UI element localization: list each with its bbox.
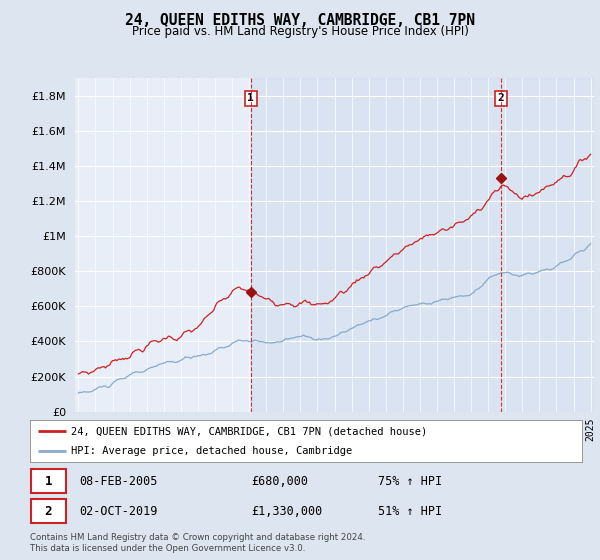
Text: Price paid vs. HM Land Registry's House Price Index (HPI): Price paid vs. HM Land Registry's House … bbox=[131, 25, 469, 38]
Text: 2: 2 bbox=[497, 94, 505, 104]
Text: 2: 2 bbox=[44, 505, 52, 518]
Text: £1,330,000: £1,330,000 bbox=[251, 505, 322, 518]
FancyBboxPatch shape bbox=[31, 469, 67, 493]
FancyBboxPatch shape bbox=[31, 499, 67, 524]
Text: 02-OCT-2019: 02-OCT-2019 bbox=[80, 505, 158, 518]
Bar bbox=[251, 78, 594, 412]
Text: 08-FEB-2005: 08-FEB-2005 bbox=[80, 474, 158, 488]
Text: 75% ↑ HPI: 75% ↑ HPI bbox=[378, 474, 442, 488]
Text: Contains HM Land Registry data © Crown copyright and database right 2024.
This d: Contains HM Land Registry data © Crown c… bbox=[30, 533, 365, 553]
Text: 1: 1 bbox=[44, 474, 52, 488]
Text: 51% ↑ HPI: 51% ↑ HPI bbox=[378, 505, 442, 518]
Text: 24, QUEEN EDITHS WAY, CAMBRIDGE, CB1 7PN: 24, QUEEN EDITHS WAY, CAMBRIDGE, CB1 7PN bbox=[125, 13, 475, 28]
Text: HPI: Average price, detached house, Cambridge: HPI: Average price, detached house, Camb… bbox=[71, 446, 353, 456]
Text: £680,000: £680,000 bbox=[251, 474, 308, 488]
Text: 1: 1 bbox=[247, 94, 254, 104]
Text: 24, QUEEN EDITHS WAY, CAMBRIDGE, CB1 7PN (detached house): 24, QUEEN EDITHS WAY, CAMBRIDGE, CB1 7PN… bbox=[71, 426, 428, 436]
